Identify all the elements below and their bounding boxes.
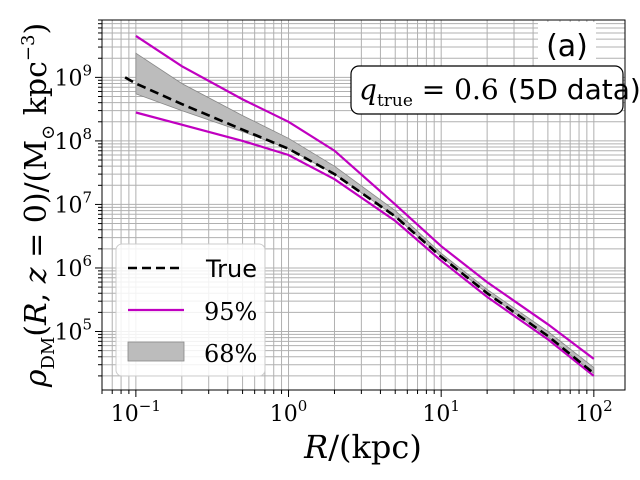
panel-label-text: (a) xyxy=(546,29,588,64)
y-tick-label: 107 xyxy=(54,188,92,218)
ci95-lower-line xyxy=(135,111,595,377)
legend-95-label: 95% xyxy=(204,298,257,326)
x-tick-label: 101 xyxy=(422,397,460,427)
x-tick-label: 100 xyxy=(270,397,308,427)
panel-label: (a) xyxy=(538,22,596,66)
legend-68-label: 68% xyxy=(204,340,257,368)
legend-68-swatch xyxy=(127,341,185,362)
x-tick-label: 102 xyxy=(575,397,613,427)
annotation-text: qtrue = 0.6 (5D data) xyxy=(359,73,640,111)
tick-labels: 10−1 100 101 102 105 106 107 108 109 xyxy=(54,61,612,427)
annotation-frame xyxy=(350,65,624,115)
legend-true-label: True xyxy=(205,255,257,283)
y-tick-label: 105 xyxy=(54,315,92,345)
x-axis-title: R/(kpc) xyxy=(303,428,422,466)
axis-ticks xyxy=(95,19,595,397)
annotation-box: qtrue = 0.6 (5D data) xyxy=(350,65,640,115)
y-tick-label: 106 xyxy=(54,252,92,282)
annotation-symbol: q xyxy=(359,73,377,106)
y-tick-label: 109 xyxy=(54,61,92,91)
true-profile-line xyxy=(124,76,595,375)
annotation-value: = 0.6 xyxy=(413,73,508,106)
y-tick-label: 108 xyxy=(54,125,92,155)
x-tick-label: 10−1 xyxy=(111,397,161,427)
plot-frame xyxy=(101,19,626,391)
y-axis-title: ρDM(R, z = 0)/(M⊙ kpc−3) xyxy=(18,23,59,388)
annotation-subscript: true xyxy=(377,91,413,111)
plot-area xyxy=(124,34,595,377)
annotation-suffix: (5D data) xyxy=(508,73,640,106)
ci95-upper-line xyxy=(135,34,595,360)
legend: True 95% 68% xyxy=(115,243,266,377)
panel-label-background xyxy=(538,22,596,66)
